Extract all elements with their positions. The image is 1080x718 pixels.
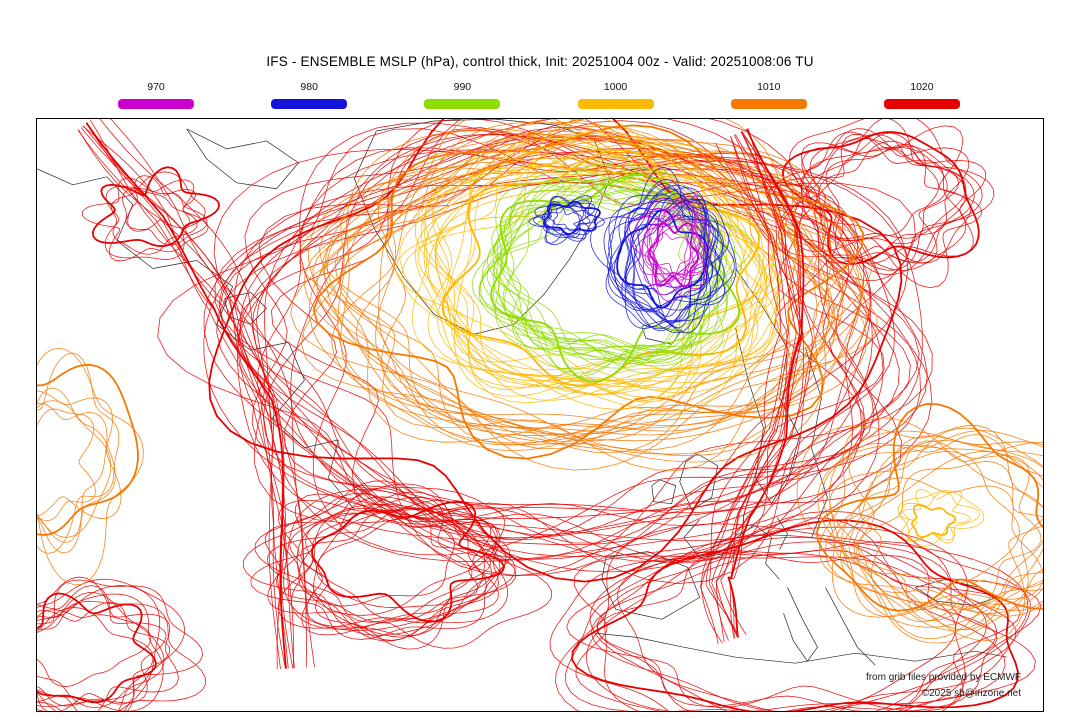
credit-ecmwf: from grib files provided by ECMWF <box>865 672 1021 683</box>
map-canvas <box>37 119 1043 711</box>
contour-legend: 970 980 990 1000 1010 1020 <box>118 81 960 109</box>
legend-swatch <box>271 99 348 109</box>
legend-label: 1020 <box>910 81 934 93</box>
legend-item-990: 990 <box>424 81 501 109</box>
legend-swatch <box>883 99 960 109</box>
legend-item-980: 980 <box>271 81 348 109</box>
legend-label: 980 <box>300 81 318 93</box>
legend-label: 990 <box>453 81 472 93</box>
legend-swatch <box>118 99 194 109</box>
map-frame: from grib files provided by ECMWF ©2025 … <box>36 118 1044 712</box>
credit-copyright: ©2025 sb@irizone.net <box>921 688 1021 699</box>
legend-label: 970 <box>147 81 165 93</box>
legend-item-970: 970 <box>118 81 194 109</box>
legend-item-1000: 1000 <box>577 81 654 109</box>
legend-swatch <box>424 99 501 109</box>
legend-swatch <box>577 99 654 109</box>
legend-item-1020: 1020 <box>883 81 960 109</box>
legend-swatch <box>730 99 807 109</box>
legend-item-1010: 1010 <box>730 81 807 109</box>
legend-label: 1000 <box>603 81 628 93</box>
legend-label: 1010 <box>757 81 781 93</box>
chart-title: IFS - ENSEMBLE MSLP (hPa), control thick… <box>266 54 814 69</box>
